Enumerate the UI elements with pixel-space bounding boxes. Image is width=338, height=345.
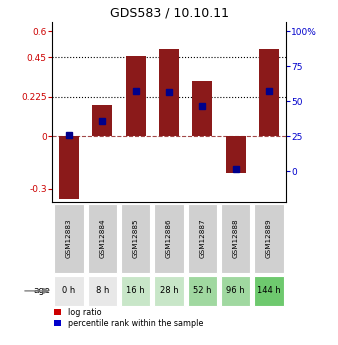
Bar: [159, 49, 179, 136]
Text: 52 h: 52 h: [193, 286, 212, 295]
Text: GSM12884: GSM12884: [99, 219, 105, 258]
Bar: [188, 204, 217, 273]
Text: 8 h: 8 h: [96, 286, 109, 295]
Bar: [154, 276, 184, 306]
Bar: [192, 81, 212, 136]
Text: 16 h: 16 h: [126, 286, 145, 295]
Bar: [54, 204, 84, 273]
Bar: [59, 136, 79, 199]
Text: GSM12886: GSM12886: [166, 219, 172, 258]
Bar: [254, 276, 284, 306]
Bar: [54, 276, 84, 306]
Text: GSM12887: GSM12887: [199, 219, 205, 258]
Bar: [154, 204, 184, 273]
Text: age: age: [33, 286, 50, 295]
Legend: log ratio, percentile rank within the sample: log ratio, percentile rank within the sa…: [54, 308, 203, 328]
Bar: [221, 276, 250, 306]
Text: GSM12885: GSM12885: [133, 219, 139, 258]
Text: 0 h: 0 h: [63, 286, 76, 295]
Title: GDS583 / 10.10.11: GDS583 / 10.10.11: [110, 7, 228, 20]
Bar: [226, 136, 246, 173]
Bar: [88, 204, 117, 273]
Text: GSM12888: GSM12888: [233, 219, 239, 258]
Bar: [88, 276, 117, 306]
Bar: [259, 49, 279, 136]
Bar: [121, 204, 150, 273]
Text: GSM12889: GSM12889: [266, 219, 272, 258]
Text: 144 h: 144 h: [257, 286, 281, 295]
Text: GSM12883: GSM12883: [66, 219, 72, 258]
Bar: [188, 276, 217, 306]
Bar: [92, 106, 112, 136]
Bar: [254, 204, 284, 273]
Text: 28 h: 28 h: [160, 286, 178, 295]
Bar: [126, 56, 146, 136]
Bar: [221, 204, 250, 273]
Text: 96 h: 96 h: [226, 286, 245, 295]
Bar: [121, 276, 150, 306]
